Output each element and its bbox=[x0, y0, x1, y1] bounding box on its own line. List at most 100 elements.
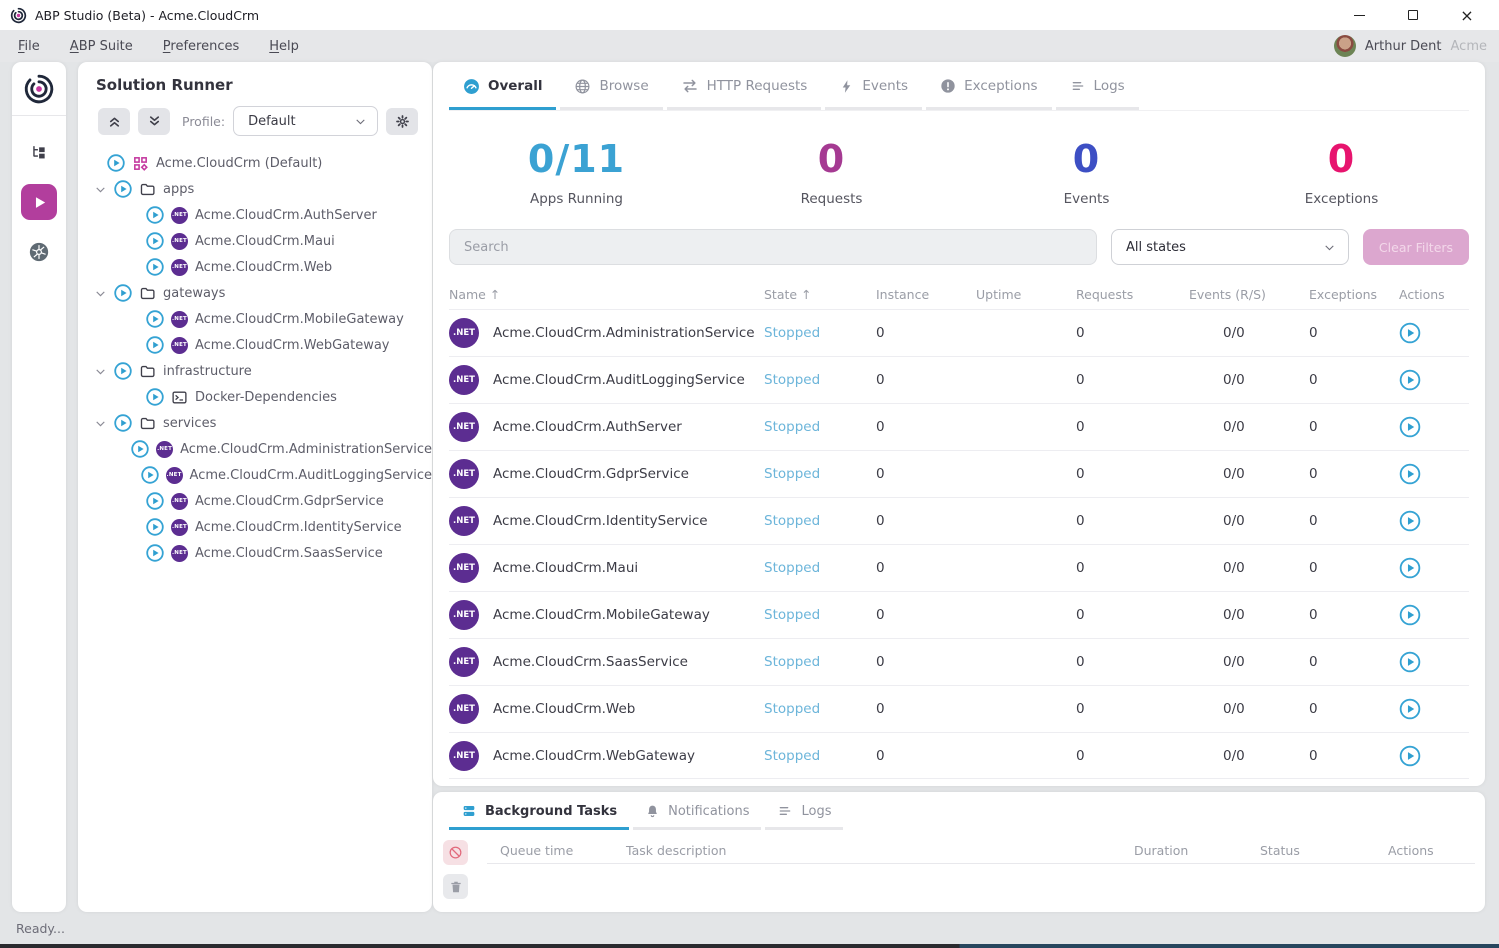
tab-events[interactable]: Events bbox=[825, 62, 923, 110]
tree-item-apps[interactable]: apps bbox=[78, 176, 432, 202]
menu-help[interactable]: Help bbox=[269, 38, 299, 54]
table-row[interactable]: .NET Acme.CloudCrm.Web Stopped 0 0 0/0 0 bbox=[449, 685, 1469, 732]
table-header: Name ↑ State ↑ Instance Uptime Requests … bbox=[449, 279, 1469, 309]
user-avatar[interactable] bbox=[1333, 35, 1356, 57]
runner-settings-button[interactable] bbox=[386, 107, 418, 135]
play-circle-icon[interactable] bbox=[146, 232, 164, 250]
tree-item-acme-cloudcrm-maui[interactable]: .NET Acme.CloudCrm.Maui bbox=[78, 228, 432, 254]
table-row[interactable]: .NET Acme.CloudCrm.SaasService Stopped 0 0 0/… bbox=[449, 638, 1469, 685]
close-button[interactable]: × bbox=[1460, 5, 1474, 25]
start-app-button[interactable] bbox=[1399, 463, 1469, 485]
play-circle-icon[interactable] bbox=[146, 518, 164, 536]
tree-item-label: Acme.CloudCrm.AuditLoggingService bbox=[189, 467, 432, 483]
col-exceptions[interactable]: Exceptions bbox=[1309, 286, 1378, 302]
table-row[interactable]: .NET Acme.CloudCrm.IdentityService Stopped… bbox=[449, 497, 1469, 544]
solution-runner-button[interactable] bbox=[21, 184, 57, 220]
chevron-down-icon[interactable] bbox=[94, 287, 107, 300]
tree-item-acme-cloudcrm-saasservice[interactable]: .NET Acme.CloudCrm.SaasService bbox=[78, 540, 432, 566]
table-row[interactable]: .NET Acme.CloudCrm.Maui Stopped 0 0 0/0 0 bbox=[449, 544, 1469, 591]
col-name[interactable]: Name ↑ bbox=[449, 286, 501, 302]
play-circle-icon[interactable] bbox=[107, 154, 125, 172]
col-state[interactable]: State ↑ bbox=[764, 286, 812, 302]
stat-exceptions: 0 Exceptions bbox=[1214, 127, 1469, 221]
minimize-button[interactable] bbox=[1349, 5, 1369, 25]
tree-item-services[interactable]: services bbox=[78, 410, 432, 436]
menu-file[interactable]: File bbox=[18, 38, 40, 54]
tab-overall[interactable]: Overall bbox=[449, 62, 557, 110]
clear-tasks-button[interactable] bbox=[443, 874, 468, 899]
tree-item-gateways[interactable]: gateways bbox=[78, 280, 432, 306]
start-app-button[interactable] bbox=[1399, 745, 1469, 767]
tree-item-docker-dependencies[interactable]: Docker-Dependencies bbox=[78, 384, 432, 410]
play-circle-icon[interactable] bbox=[146, 336, 164, 354]
menu-preferences[interactable]: Preferences bbox=[162, 38, 240, 54]
table-row[interactable]: .NET Acme.CloudCrm.MobileGateway Stopped 0 0… bbox=[449, 591, 1469, 638]
tree-item-acme-cloudcrm-administrationservice[interactable]: .NET Acme.CloudCrm.AdministrationService bbox=[78, 436, 432, 462]
play-circle-icon[interactable] bbox=[146, 310, 164, 328]
maximize-button[interactable] bbox=[1403, 5, 1423, 25]
col-requests[interactable]: Requests bbox=[1076, 286, 1134, 302]
play-circle-icon[interactable] bbox=[146, 544, 164, 562]
tree-item-acme-cloudcrm-web[interactable]: .NET Acme.CloudCrm.Web bbox=[78, 254, 432, 280]
start-app-button[interactable] bbox=[1399, 557, 1469, 579]
cell-name: Acme.CloudCrm.AuthServer bbox=[493, 419, 682, 435]
tab-browse[interactable]: Browse bbox=[560, 62, 663, 110]
tree-item-acme-cloudcrm-auditloggingservice[interactable]: .NET Acme.CloudCrm.AuditLoggingService bbox=[78, 462, 432, 488]
tree-item-acme-cloudcrm-identityservice[interactable]: .NET Acme.CloudCrm.IdentityService bbox=[78, 514, 432, 540]
chevron-down-icon[interactable] bbox=[94, 183, 107, 196]
tab-exceptions[interactable]: Exceptions bbox=[926, 62, 1052, 110]
play-circle-icon[interactable] bbox=[146, 206, 164, 224]
user-name[interactable]: Arthur Dent bbox=[1364, 38, 1442, 54]
tab-background-tasks[interactable]: Background Tasks bbox=[449, 792, 630, 830]
table-row[interactable]: .NET Acme.CloudCrm.AuthServer Stopped 0 0 0/0… bbox=[449, 403, 1469, 450]
cell-exceptions: 0 bbox=[1309, 607, 1318, 623]
col-uptime[interactable]: Uptime bbox=[976, 286, 1022, 302]
play-circle-icon[interactable] bbox=[131, 440, 149, 458]
profile-select[interactable]: Default bbox=[233, 106, 378, 136]
col-instance[interactable]: Instance bbox=[876, 286, 930, 302]
solution-explorer-button[interactable] bbox=[21, 134, 57, 170]
expand-all-button[interactable] bbox=[138, 107, 170, 135]
tree-item-acme-cloudcrm-authserver[interactable]: .NET Acme.CloudCrm.AuthServer bbox=[78, 202, 432, 228]
col-events[interactable]: Events (R/S) bbox=[1189, 286, 1266, 302]
state-filter-select[interactable]: All states bbox=[1111, 229, 1349, 265]
tab-logs[interactable]: Logs bbox=[1055, 62, 1139, 110]
table-row[interactable]: .NET Acme.CloudCrm.AdministrationService S… bbox=[449, 309, 1469, 356]
menu-bar: File ABP Suite Preferences Help Arthur Dent… bbox=[0, 30, 1499, 62]
tree-item-acme-cloudcrm-webgateway[interactable]: .NET Acme.CloudCrm.WebGateway bbox=[78, 332, 432, 358]
start-app-button[interactable] bbox=[1399, 651, 1469, 673]
start-app-button[interactable] bbox=[1399, 322, 1469, 344]
table-row[interactable]: .NET Acme.CloudCrm.GdprService Stopped 0 0 0/… bbox=[449, 450, 1469, 497]
chevron-down-icon[interactable] bbox=[94, 417, 107, 430]
start-app-button[interactable] bbox=[1399, 369, 1469, 391]
cell-name: Acme.CloudCrm.SaasService bbox=[493, 654, 688, 670]
search-input[interactable] bbox=[449, 229, 1097, 265]
play-circle-icon[interactable] bbox=[146, 258, 164, 276]
play-circle-icon[interactable] bbox=[140, 466, 159, 484]
chevron-down-icon[interactable] bbox=[94, 365, 107, 378]
tree-item-acme-cloudcrm-default[interactable]: Acme.CloudCrm (Default) bbox=[78, 150, 432, 176]
clear-filters-button[interactable]: Clear Filters bbox=[1363, 229, 1469, 265]
play-circle-icon[interactable] bbox=[114, 180, 132, 198]
tree-item-acme-cloudcrm-mobilegateway[interactable]: .NET Acme.CloudCrm.MobileGateway bbox=[78, 306, 432, 332]
play-circle-icon[interactable] bbox=[114, 362, 132, 380]
play-circle-icon[interactable] bbox=[114, 414, 132, 432]
tree-item-infrastructure[interactable]: infrastructure bbox=[78, 358, 432, 384]
play-circle-icon[interactable] bbox=[146, 492, 164, 510]
start-app-button[interactable] bbox=[1399, 604, 1469, 626]
cancel-tasks-button[interactable] bbox=[443, 840, 468, 865]
kubernetes-button[interactable] bbox=[21, 234, 57, 270]
tab-http-requests[interactable]: HTTP Requests bbox=[666, 62, 822, 110]
start-app-button[interactable] bbox=[1399, 698, 1469, 720]
table-row[interactable]: .NET Acme.CloudCrm.WebGateway Stopped 0 0 0/0… bbox=[449, 732, 1469, 779]
tab-logs[interactable]: Logs bbox=[765, 792, 844, 830]
collapse-all-button[interactable] bbox=[98, 107, 130, 135]
start-app-button[interactable] bbox=[1399, 510, 1469, 532]
play-circle-icon[interactable] bbox=[114, 284, 132, 302]
table-row[interactable]: .NET Acme.CloudCrm.AuditLoggingService Sto… bbox=[449, 356, 1469, 403]
play-circle-icon[interactable] bbox=[146, 388, 164, 406]
tab-notifications[interactable]: Notifications bbox=[633, 792, 762, 830]
menu-abp-suite[interactable]: ABP Suite bbox=[69, 38, 133, 54]
tree-item-acme-cloudcrm-gdprservice[interactable]: .NET Acme.CloudCrm.GdprService bbox=[78, 488, 432, 514]
start-app-button[interactable] bbox=[1399, 416, 1469, 438]
